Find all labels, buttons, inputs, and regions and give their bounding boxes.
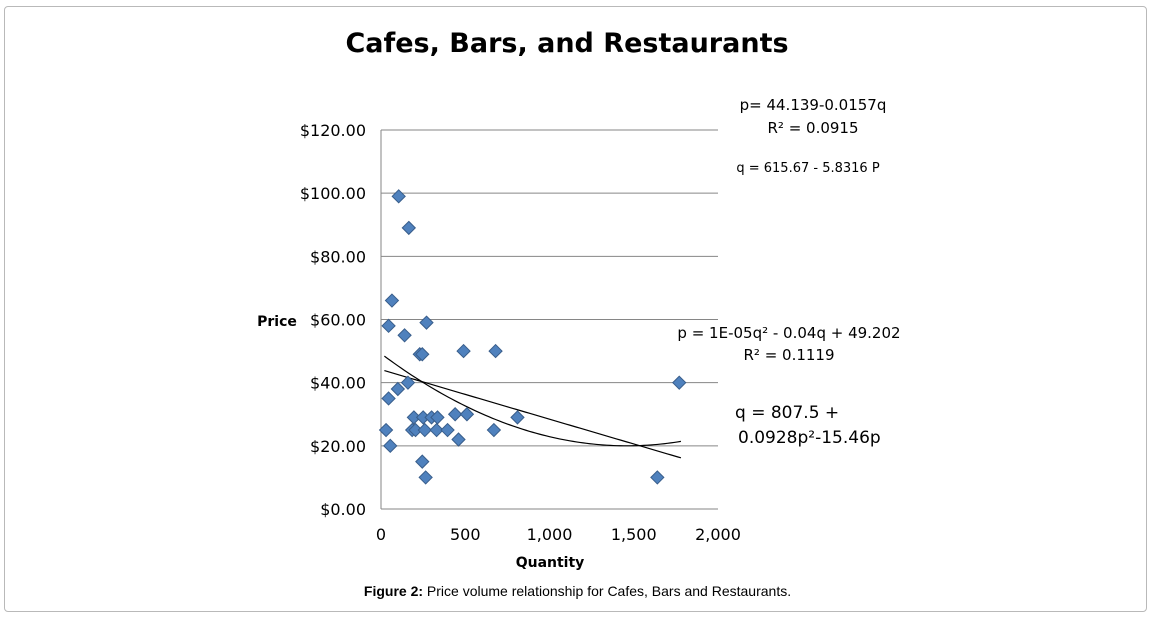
data-point [383,438,398,454]
data-point [390,381,406,397]
inverse-quadratic-line1: q = 807.5 + [735,403,839,423]
data-point [488,343,503,359]
quadratic-equation: p = 1E-05q² - 0.04q + 49.202 [677,324,900,342]
x-tick-label: 0 [376,525,386,544]
y-tick-labels: $0.00 $20.00 $40.00 $60.00 $80.00 $100.00 $120… [300,121,366,519]
data-point [447,407,463,422]
data-point [415,454,430,469]
y-tick-label: $80.00 [310,247,366,266]
y-tick-label: $60.00 [310,311,366,330]
data-point [400,375,416,390]
data-point [440,422,455,438]
data-point [510,410,525,425]
linear-r2: R² = 0.0915 [767,119,858,137]
data-point [418,470,433,485]
data-point [429,422,444,438]
x-tick-label: 2,000 [695,525,741,544]
data-point [381,318,396,334]
data-point [381,391,396,406]
data-point [419,315,434,330]
data-point [415,347,430,362]
y-tick-label: $120.00 [300,121,366,140]
linear-equation: p= 44.139-0.0157q [740,96,887,114]
caption-label: Figure 2: [363,583,424,599]
data-point [391,189,406,204]
data-point [451,432,466,447]
data-point [486,422,502,438]
grid-lines [380,129,718,510]
data-point [417,422,433,438]
y-tick-label: $20.00 [310,437,366,456]
data-point [397,328,412,343]
data-point [384,293,400,308]
data-points [378,189,687,485]
caption-text: Price volume relationship for Cafes, Bar… [423,583,792,599]
data-point [456,343,471,359]
quadratic-r2: R² = 0.1119 [743,346,834,364]
x-tick-label: 1,500 [611,525,657,544]
data-point [650,470,665,485]
data-point [401,220,417,236]
y-axis-label: Price [257,314,297,330]
y-tick-label: $0.00 [320,500,366,519]
data-point [459,407,475,422]
figure-caption: Figure 2: Price volume relationship for … [0,583,1155,599]
y-tick-label: $40.00 [310,374,366,393]
figure-frame [4,6,1147,612]
x-tick-label: 1,000 [527,525,573,544]
inverse-quadratic-line2: 0.0928p²-15.46p [738,428,881,448]
linear-trendline [384,370,682,459]
data-point [378,422,394,438]
chart-title: Cafes, Bars, and Restaurants [345,28,788,59]
inverse-linear-equation: q = 615.67 - 5.8316 P [736,161,879,176]
x-axis-label: Quantity [516,555,585,571]
trend-lines [384,355,682,459]
x-tick-labels: 0 500 1,000 1,500 2,000 [376,525,741,544]
y-tick-label: $100.00 [300,184,366,203]
data-point [672,375,687,390]
x-tick-label: 500 [450,525,481,544]
quadratic-trendline [384,355,682,447]
